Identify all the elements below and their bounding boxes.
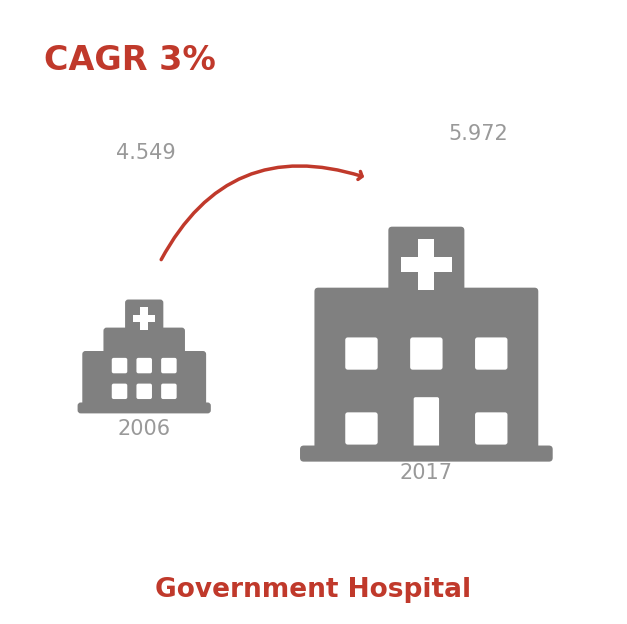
FancyBboxPatch shape xyxy=(112,358,127,373)
Text: 2006: 2006 xyxy=(118,419,171,439)
Text: 5.972: 5.972 xyxy=(448,124,508,144)
FancyBboxPatch shape xyxy=(410,338,443,369)
FancyBboxPatch shape xyxy=(388,227,465,302)
FancyBboxPatch shape xyxy=(82,351,110,409)
FancyBboxPatch shape xyxy=(475,338,507,369)
FancyBboxPatch shape xyxy=(161,358,177,373)
Text: 2017: 2017 xyxy=(400,463,453,483)
FancyBboxPatch shape xyxy=(137,358,152,373)
FancyBboxPatch shape xyxy=(345,412,377,444)
FancyBboxPatch shape xyxy=(78,402,211,413)
Bar xyxy=(401,256,451,273)
FancyBboxPatch shape xyxy=(314,288,538,453)
FancyBboxPatch shape xyxy=(103,328,185,409)
FancyBboxPatch shape xyxy=(161,384,177,399)
FancyBboxPatch shape xyxy=(414,397,439,447)
FancyBboxPatch shape xyxy=(112,384,127,399)
Text: Government Hospital: Government Hospital xyxy=(155,577,472,603)
FancyBboxPatch shape xyxy=(179,351,206,409)
FancyBboxPatch shape xyxy=(345,338,377,369)
FancyBboxPatch shape xyxy=(475,412,507,444)
Text: 4.549: 4.549 xyxy=(116,143,176,163)
FancyBboxPatch shape xyxy=(125,300,163,338)
Bar xyxy=(418,240,435,290)
Text: CAGR 3%: CAGR 3% xyxy=(44,44,216,77)
FancyBboxPatch shape xyxy=(137,384,152,399)
Bar xyxy=(133,314,155,322)
FancyBboxPatch shape xyxy=(300,446,552,462)
Bar xyxy=(140,307,148,329)
